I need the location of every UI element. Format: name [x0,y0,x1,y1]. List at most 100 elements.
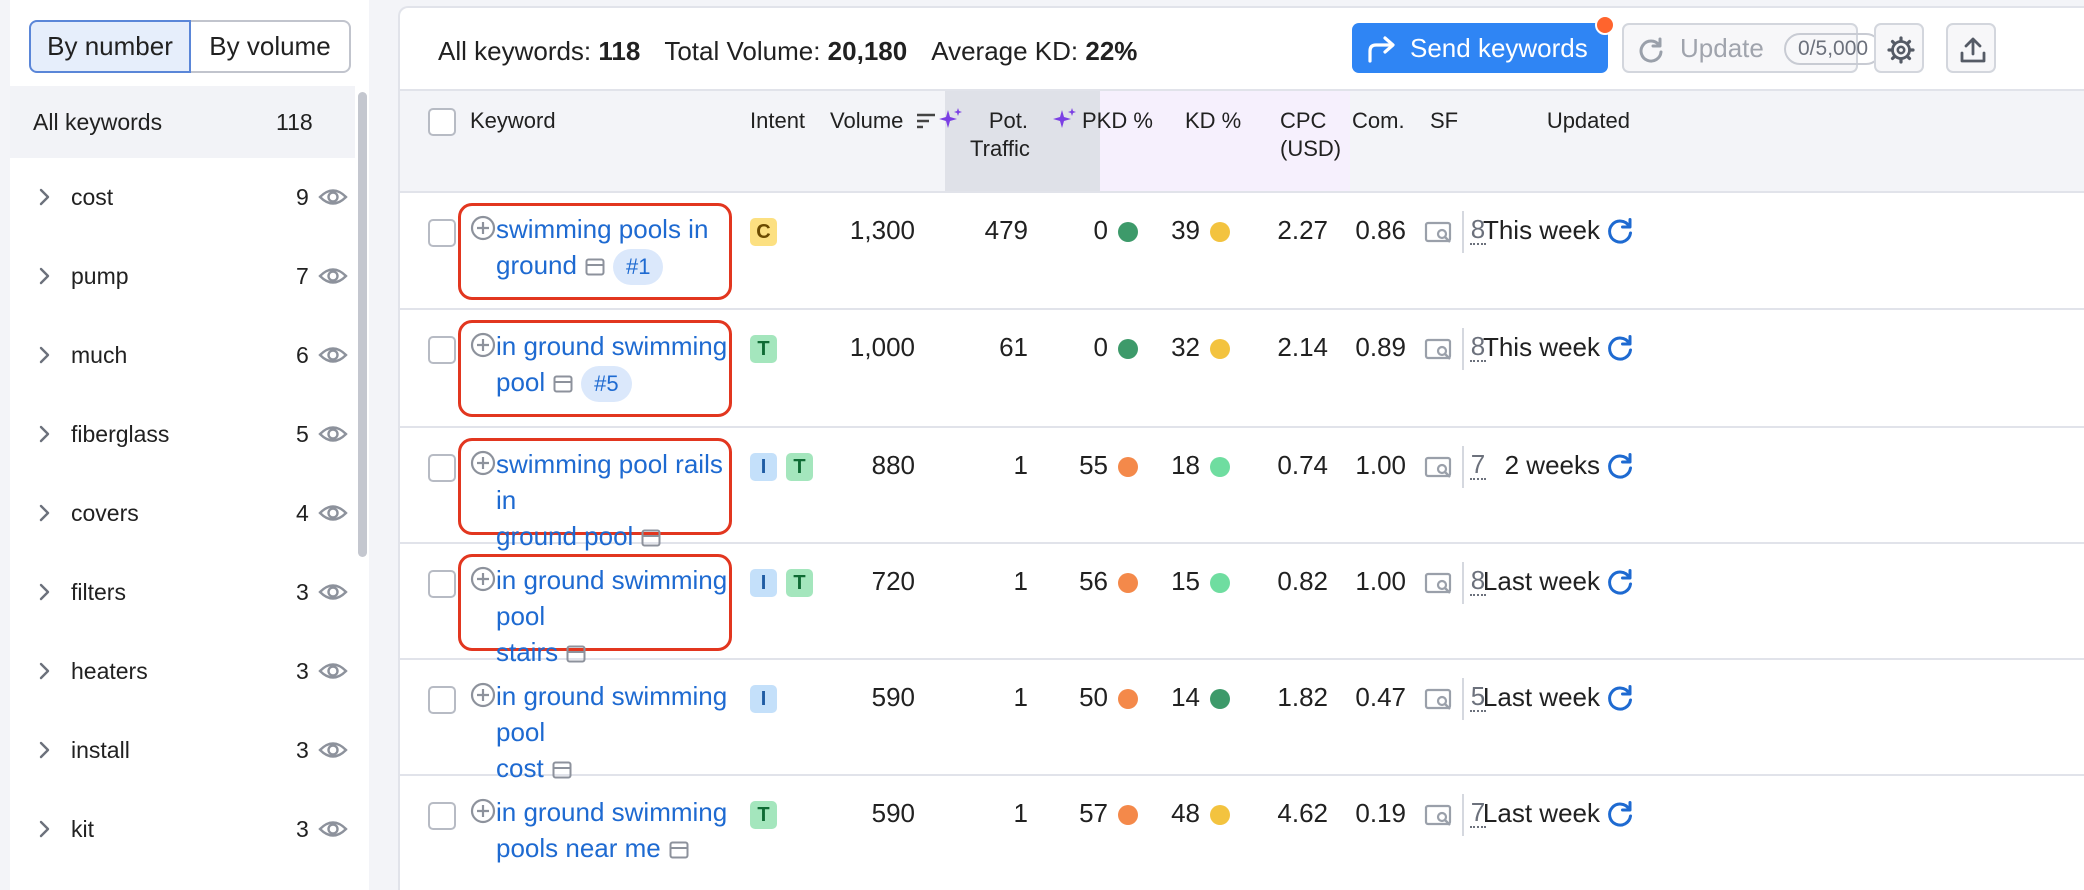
kd-difficulty-dot [1210,339,1230,359]
header-updated[interactable]: Updated [1546,108,1630,133]
highlight-annotation [458,203,732,300]
eye-icon[interactable] [318,738,348,762]
group-item[interactable]: fiberglass 5 [10,395,355,474]
refresh-icon[interactable] [1606,452,1634,480]
header-pot-traffic[interactable]: Pot. Traffic [970,107,1030,163]
header-sf[interactable]: SF [1430,108,1459,133]
refresh-icon[interactable] [1606,334,1634,362]
row-checkbox[interactable] [428,219,456,247]
sf-count[interactable]: 8 [1470,214,1486,245]
eye-icon[interactable] [318,659,348,683]
serp-page-icon[interactable] [669,841,689,859]
keyword-link[interactable]: in ground swimming pool cost [496,678,736,786]
chevron-right-icon[interactable] [38,502,52,524]
update-button[interactable]: Update 0/5,000 [1622,23,1883,73]
add-circle-icon[interactable] [470,682,496,708]
refresh-icon[interactable] [1606,217,1634,245]
refresh-icon[interactable] [1606,684,1634,712]
avg-kd-value: 22% [1085,36,1138,66]
eye-icon[interactable] [318,422,348,446]
settings-button[interactable] [1874,23,1924,73]
header-volume[interactable]: Volume [830,107,936,135]
group-item[interactable]: install 3 [10,711,355,790]
keyword-link[interactable]: in ground swimming pools near me [496,794,736,866]
pkd-difficulty-dot [1118,573,1138,593]
group-item[interactable]: cost 9 [10,158,355,237]
serp-features-icon[interactable] [1424,456,1454,480]
rank-badge[interactable]: #5 [581,366,632,403]
header-kd[interactable]: KD % [1185,108,1242,133]
chevron-right-icon[interactable] [38,660,52,682]
serp-page-icon[interactable] [566,645,586,663]
serp-page-icon[interactable] [641,529,661,547]
sf-count[interactable]: 8 [1470,565,1486,596]
export-button[interactable] [1946,23,1996,73]
serp-features-icon[interactable] [1424,804,1454,828]
eye-icon[interactable] [318,185,348,209]
serp-features-icon[interactable] [1424,338,1454,362]
row-checkbox[interactable] [428,454,456,482]
sf-count[interactable]: 8 [1470,331,1486,362]
chevron-right-icon[interactable] [38,739,52,761]
send-keywords-button[interactable]: Send keywords [1352,15,1615,73]
header-cpc[interactable]: CPC (USD) [1280,107,1341,163]
total-volume-label: Total Volume: [664,36,821,66]
header-intent[interactable]: Intent [750,108,806,133]
sf-count[interactable]: 5 [1470,681,1486,712]
volume-value: 880 [871,450,915,480]
chevron-right-icon[interactable] [38,581,52,603]
row-checkbox[interactable] [428,570,456,598]
refresh-icon[interactable] [1606,800,1634,828]
eye-icon[interactable] [318,580,348,604]
serp-page-icon[interactable] [552,761,572,779]
com-value: 0.19 [1355,798,1406,828]
group-item-label: filters [71,579,126,605]
keyword-link[interactable]: swimming pool rails in ground pool [496,446,736,554]
add-circle-icon[interactable] [470,332,496,358]
refresh-icon[interactable] [1606,568,1634,596]
keyword-link[interactable]: in ground swimming pool #5 [496,328,736,403]
serp-page-icon[interactable] [585,258,605,276]
chevron-right-icon[interactable] [38,265,52,287]
eye-icon[interactable] [318,501,348,525]
add-circle-icon[interactable] [470,450,496,476]
header-pkd[interactable]: PKD % [1082,108,1153,133]
group-item[interactable]: much 6 [10,316,355,395]
chevron-right-icon[interactable] [38,423,52,445]
add-circle-icon[interactable] [470,215,496,241]
sf-count[interactable]: 7 [1470,797,1486,828]
chevron-right-icon[interactable] [38,344,52,366]
row-checkbox[interactable] [428,686,456,714]
group-list-scrollbar[interactable] [358,92,367,557]
header-keyword[interactable]: Keyword [470,108,556,133]
add-circle-icon[interactable] [470,798,496,824]
eye-icon[interactable] [318,343,348,367]
group-item[interactable]: heaters 3 [10,632,355,711]
serp-page-icon[interactable] [553,375,573,393]
notification-dot [1595,15,1615,35]
add-circle-icon[interactable] [470,566,496,592]
highlight-annotation [458,320,732,417]
by-number-button[interactable]: By number [29,20,191,73]
rank-badge[interactable]: #1 [612,249,664,286]
select-all-checkbox[interactable] [428,108,456,136]
serp-features-icon[interactable] [1424,572,1454,596]
chevron-right-icon[interactable] [38,818,52,840]
by-volume-button[interactable]: By volume [191,20,351,73]
group-item[interactable]: pump 7 [10,237,355,316]
group-item[interactable]: kit 3 [10,790,355,869]
serp-features-icon[interactable] [1424,221,1454,245]
header-com[interactable]: Com. [1352,108,1405,133]
eye-icon[interactable] [318,264,348,288]
group-item[interactable]: covers 4 [10,474,355,553]
group-all-keywords[interactable]: All keywords 118 [10,86,355,158]
row-checkbox[interactable] [428,802,456,830]
group-item[interactable]: filters 3 [10,553,355,632]
sf-count[interactable]: 7 [1470,449,1486,480]
chevron-right-icon[interactable] [38,186,52,208]
serp-features-icon[interactable] [1424,688,1454,712]
eye-icon[interactable] [318,817,348,841]
row-checkbox[interactable] [428,336,456,364]
keyword-link[interactable]: in ground swimming pool stairs [496,562,736,670]
keyword-link[interactable]: swimming pools in ground #1 [496,211,736,286]
